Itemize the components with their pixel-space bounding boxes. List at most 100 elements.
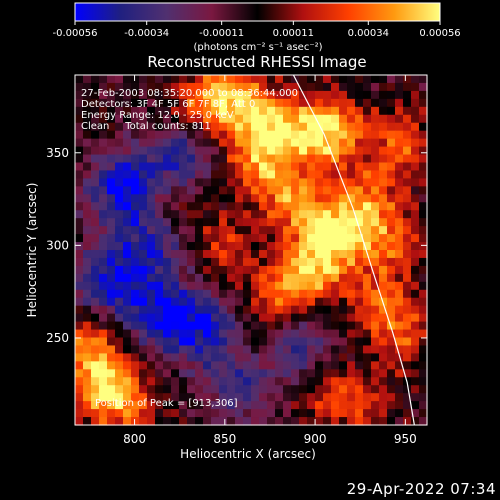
heatmap-cell xyxy=(115,194,124,203)
heatmap-cell xyxy=(259,345,268,354)
heatmap-cell xyxy=(163,170,172,179)
heatmap-cell xyxy=(187,226,196,235)
heatmap-cell xyxy=(235,170,244,179)
heatmap-cell xyxy=(195,114,204,124)
heatmap-cell xyxy=(83,242,92,251)
heatmap-cell xyxy=(195,385,204,394)
heatmap-cell xyxy=(419,321,428,331)
heatmap-cell xyxy=(371,82,380,92)
heatmap-cell xyxy=(227,265,236,275)
heatmap-cell xyxy=(227,385,236,394)
heatmap-cell xyxy=(131,401,140,410)
heatmap-cell xyxy=(259,265,268,275)
heatmap-cell xyxy=(179,130,188,140)
y-axis-label: Heliocentric Y (arcsec) xyxy=(25,183,39,318)
heatmap-cell xyxy=(379,202,388,211)
heatmap-cell xyxy=(227,321,236,331)
heatmap-cell xyxy=(243,369,252,378)
heatmap-cell xyxy=(99,409,108,418)
heatmap-cell xyxy=(235,154,244,164)
heatmap-cell xyxy=(299,218,308,227)
heatmap-cell xyxy=(123,90,132,100)
heatmap-cell xyxy=(403,417,412,426)
heatmap-cell xyxy=(403,98,412,108)
heatmap-cell xyxy=(291,250,300,259)
heatmap-cell xyxy=(291,234,300,243)
heatmap-cell xyxy=(395,313,404,323)
heatmap-cell xyxy=(123,361,132,370)
heatmap-cell xyxy=(115,162,124,172)
heatmap-cell xyxy=(331,345,340,354)
heatmap-cell xyxy=(211,305,220,315)
heatmap-cell xyxy=(347,106,356,116)
heatmap-cell xyxy=(395,305,404,315)
heatmap-cell xyxy=(259,401,268,410)
heatmap-cell xyxy=(211,226,220,235)
heatmap-cell xyxy=(219,273,228,283)
heatmap-cell xyxy=(219,361,228,370)
heatmap-cell xyxy=(211,218,220,227)
heatmap-cell xyxy=(211,234,220,243)
heatmap-cell xyxy=(83,305,92,315)
heatmap-cell xyxy=(91,210,100,219)
heatmap-cell xyxy=(155,75,164,84)
heatmap-cell xyxy=(99,265,108,275)
heatmap-cell xyxy=(395,385,404,394)
heatmap-cell xyxy=(227,234,236,243)
heatmap-cell xyxy=(307,369,316,378)
heatmap-cell xyxy=(139,162,148,172)
heatmap-cell xyxy=(155,234,164,243)
heatmap-cell xyxy=(355,409,364,418)
heatmap-cell xyxy=(243,218,252,227)
heatmap-cell xyxy=(155,226,164,235)
heatmap-cell xyxy=(99,329,108,339)
heatmap-cell xyxy=(371,75,380,84)
y-tick-label: 300 xyxy=(46,238,69,252)
heatmap-cell xyxy=(227,122,236,132)
heatmap-cell xyxy=(259,138,268,148)
heatmap-cell xyxy=(299,401,308,410)
heatmap-cell xyxy=(379,170,388,179)
heatmap-cell xyxy=(243,305,252,315)
heatmap-cell xyxy=(75,98,84,108)
heatmap-cell xyxy=(419,401,428,410)
heatmap-cell xyxy=(387,178,396,187)
heatmap-cell xyxy=(83,329,92,339)
heatmap-cell xyxy=(355,90,364,100)
heatmap-cell xyxy=(195,210,204,219)
heatmap-cell xyxy=(107,265,116,275)
heatmap-cell xyxy=(211,385,220,394)
heatmap-cell xyxy=(371,385,380,394)
heatmap-cell xyxy=(219,122,228,132)
heatmap-cell xyxy=(235,281,244,291)
heatmap-cell xyxy=(355,265,364,275)
heatmap-cell xyxy=(235,321,244,331)
heatmap-cell xyxy=(123,202,132,211)
heatmap-cell xyxy=(331,321,340,331)
heatmap-cell xyxy=(267,130,276,140)
heatmap-cell xyxy=(187,170,196,179)
heatmap-cell xyxy=(171,353,180,362)
heatmap-cell xyxy=(419,361,428,370)
heatmap-cell xyxy=(355,130,364,140)
heatmap-cell xyxy=(179,146,188,156)
heatmap-cell xyxy=(211,401,220,410)
heatmap-cell xyxy=(227,162,236,172)
heatmap-cell xyxy=(387,417,396,426)
heatmap-cell xyxy=(371,226,380,235)
heatmap-cell xyxy=(75,385,84,394)
heatmap-cell xyxy=(291,178,300,187)
heatmap-cell xyxy=(307,210,316,219)
heatmap-cell xyxy=(99,130,108,140)
heatmap-cell xyxy=(203,130,212,140)
heatmap-cell xyxy=(251,385,260,394)
heatmap-cell xyxy=(275,122,284,132)
heatmap-cell xyxy=(331,122,340,132)
heatmap-cell xyxy=(259,226,268,235)
heatmap-cell xyxy=(355,361,364,370)
heatmap-cell xyxy=(163,130,172,140)
heatmap-cell xyxy=(147,138,156,148)
heatmap-cell xyxy=(323,361,332,370)
heatmap-cell xyxy=(139,210,148,219)
heatmap-cell xyxy=(395,210,404,219)
